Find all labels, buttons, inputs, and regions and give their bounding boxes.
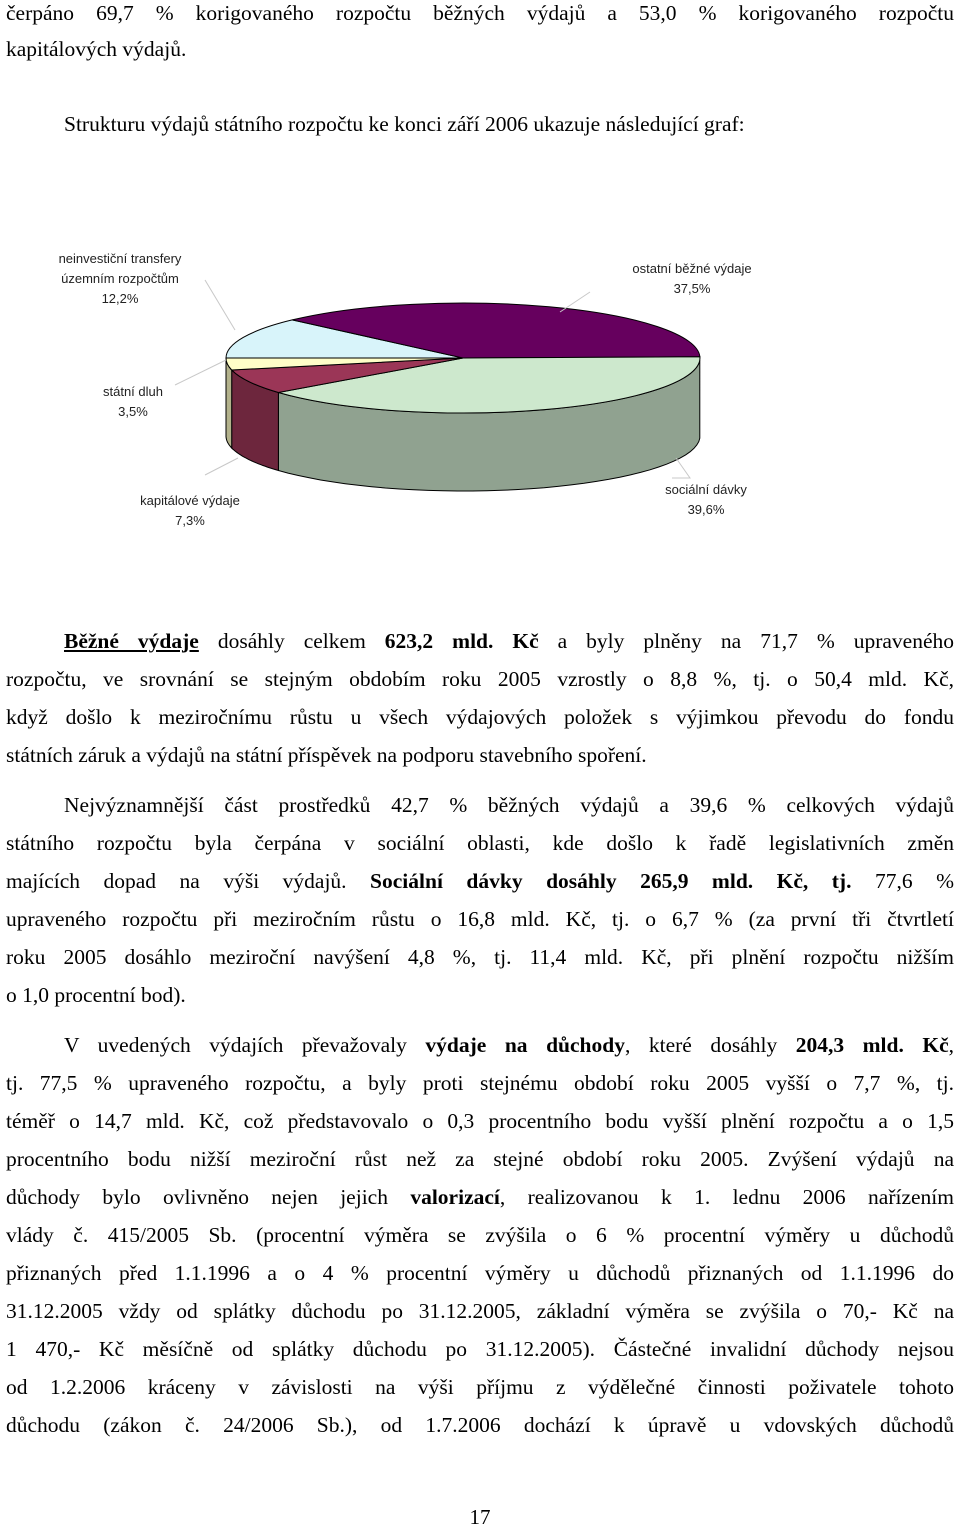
- label-transfery: územním rozpočtům: [61, 271, 179, 286]
- text-line: 1 470,- Kč měsíčně od splátky důchodu po…: [6, 1337, 954, 1361]
- leader-line: [204, 279, 236, 331]
- pie-slice-ostatní-běžné-výdaje: [292, 302, 701, 359]
- page-number: 17: [469, 1505, 491, 1529]
- leader-line: [204, 457, 239, 476]
- leader-line: [672, 457, 691, 479]
- label-kapitalove: kapitálové výdaje: [140, 493, 240, 508]
- text-line: Běžné výdaje dosáhly celkem 623,2 mld. K…: [64, 629, 955, 653]
- text-line: rozpočtu, ve srovnání se stejným obdobím…: [6, 667, 954, 691]
- pie-chart: neinvestiční transfery územním rozpočtům…: [59, 251, 752, 528]
- label-transfery-pct: 12,2%: [102, 291, 139, 306]
- text-line: přiznaných před 1.1.1996 a o 4 % procent…: [6, 1261, 954, 1285]
- label-ostatni-pct: 37,5%: [674, 281, 711, 296]
- pie-slice-neinvestiční-transfery-územním-rozpočtům: [225, 319, 464, 359]
- text-line: vlády č. 415/2005 Sb. (procentní výměra …: [6, 1223, 954, 1247]
- text-line: Nejvýznamnější část prostředků 42,7 % bě…: [64, 793, 954, 817]
- text-line: státního rozpočtu byla čerpána v sociáln…: [6, 831, 954, 855]
- text-line: když došlo k meziročnímu růstu u všech v…: [6, 705, 954, 729]
- text-line: roku 2005 dosáhlo meziroční navýšení 4,8…: [6, 945, 954, 969]
- leader-line: [174, 359, 227, 386]
- text-line: upraveného rozpočtu při meziročním růstu…: [6, 907, 954, 931]
- bold-heading: Běžné výdaje: [64, 629, 199, 653]
- text-line: majících dopad na výši výdajů. Sociální …: [6, 869, 954, 893]
- text-line: V uvedených výdajích převažovaly výdaje …: [64, 1033, 954, 1057]
- leader-line: [559, 291, 591, 313]
- label-ostatni: ostatní běžné výdaje: [632, 261, 751, 276]
- pie-slice-sociální-dávky: [278, 356, 701, 414]
- text-line: čerpáno 69,7 % korigovaného rozpočtu běž…: [6, 1, 954, 25]
- text-line: procentního bodu nižší meziroční růst ne…: [6, 1147, 954, 1171]
- text-line: 31.12.2005 vždy od splátky důchodu po 31…: [6, 1299, 954, 1323]
- label-dluh-pct: 3,5%: [118, 404, 148, 419]
- label-socialni: sociální dávky: [665, 482, 747, 497]
- label-socialni-pct: 39,6%: [688, 502, 725, 517]
- pie-side-státní-dluh: [225, 358, 233, 450]
- text-line: kapitálových výdajů.: [6, 37, 187, 61]
- text-line: důchody bylo ovlivněno nejen jejich valo…: [6, 1185, 954, 1209]
- text-line: důchodu (zákon č. 24/2006 Sb.), od 1.7.2…: [6, 1413, 954, 1437]
- text-line: státních záruk a výdajů na státní příspě…: [6, 743, 647, 767]
- pie-slice-státní-dluh: [225, 357, 464, 371]
- label-dluh: státní dluh: [103, 384, 163, 399]
- text-line: téměř o 14,7 mld. Kč, což představovalo …: [6, 1109, 954, 1133]
- label-transfery: neinvestiční transfery: [59, 251, 182, 266]
- text-line: o 1,0 procentní bod).: [6, 983, 186, 1007]
- chart-intro-text: Strukturu výdajů státního rozpočtu ke ko…: [64, 112, 745, 136]
- label-kapitalove-pct: 7,3%: [175, 513, 205, 528]
- text-line: tj. 77,5 % upraveného rozpočtu, a byly p…: [6, 1071, 954, 1095]
- text-line: od 1.2.2006 kráceny v závislosti na výši…: [6, 1375, 954, 1399]
